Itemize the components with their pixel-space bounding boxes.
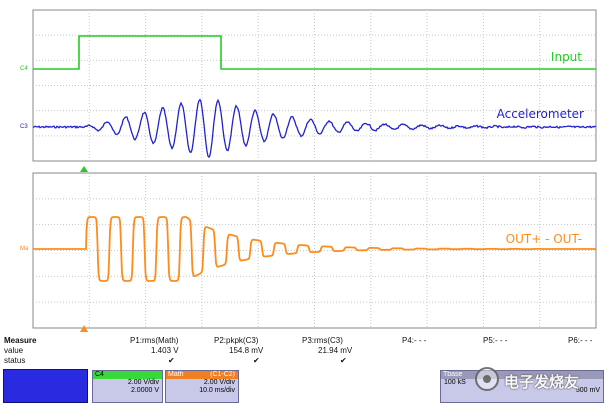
c4-descriptor-badge[interactable]: C4 2.00 V/div 2.0000 V (92, 370, 163, 403)
c3-descriptor-badge[interactable] (3, 369, 88, 403)
accelerometer-waveform (32, 98, 597, 159)
watermark-logo-icon (475, 367, 499, 391)
math-title: Math (168, 371, 184, 378)
measure-p5-name[interactable]: P5:- - - (483, 336, 508, 345)
math-title-bar: Math (C1-C2) (166, 371, 238, 379)
measure-header: Measure (4, 336, 37, 345)
c4-title: C4 (95, 371, 104, 378)
timebase-descriptor-badge[interactable]: Tbase 100 kS 500 mV (440, 370, 604, 403)
c4-offset: 2.0000 V (130, 387, 159, 394)
math-formula: (C1-C2) (210, 371, 235, 378)
math-time-per-div: 10.0 ms/div (199, 387, 235, 394)
timebase-title: Tbase (443, 371, 463, 378)
measure-p4-name[interactable]: P4:- - - (402, 336, 427, 345)
lower-graticule (32, 172, 597, 329)
timebase-sample-count: 100 kS (444, 379, 466, 386)
measure-p1-value: 1.403 V (151, 346, 179, 355)
measure-p3-value: 21.94 mV (318, 346, 353, 355)
trigger-marker-bottom (80, 325, 88, 332)
math-volts-per-div: 2.00 V/div (203, 379, 235, 386)
logo-inner-dot (483, 375, 491, 383)
trigger-marker-top (80, 166, 88, 172)
math-descriptor-badge[interactable]: Math (C1-C2) 2.00 V/div 10.0 ms/div (165, 370, 239, 403)
input-label: Input (551, 50, 582, 64)
measure-row-status-label: status (4, 356, 26, 365)
channel-marker-math: Ma (20, 246, 29, 252)
measure-p3-status: ✔ (340, 356, 347, 365)
c4-volts-per-div: 2.00 V/div (127, 379, 159, 386)
channel-marker-c3: C3 (20, 124, 28, 130)
accelerometer-label: Accelerometer (497, 107, 584, 121)
timebase-trigger-level: 500 mV (575, 387, 600, 394)
watermark-logo: 电子发烧友 (474, 366, 598, 392)
timebase-title-bar: Tbase (441, 371, 603, 379)
measure-p2-value: 154.8 mV (229, 346, 264, 355)
measure-p1-status: ✔ (168, 356, 175, 365)
measure-table: Measure value status P1:rms(Math) 1.403 … (0, 336, 607, 366)
output-label: OUT+ - OUT- (506, 232, 582, 246)
measure-p3-name[interactable]: P3:rms(C3) (302, 336, 343, 345)
measure-p1-name[interactable]: P1:rms(Math) (130, 336, 179, 345)
measure-row-value-label: value (4, 346, 24, 355)
output-waveform (33, 216, 596, 282)
measure-p6-name[interactable]: P6:- - - (568, 336, 593, 345)
lower-grid-lines (33, 173, 596, 328)
measure-p2-name[interactable]: P2:pkpk(C3) (214, 336, 259, 345)
measure-p2-status: ✔ (253, 356, 260, 365)
channel-marker-c4: C4 (20, 66, 28, 72)
input-waveform (33, 35, 596, 70)
watermark-text: 电子发烧友 (504, 373, 580, 391)
upper-grid-lines (33, 10, 596, 161)
c4-title-bar: C4 (93, 371, 162, 379)
upper-graticule (32, 9, 597, 162)
